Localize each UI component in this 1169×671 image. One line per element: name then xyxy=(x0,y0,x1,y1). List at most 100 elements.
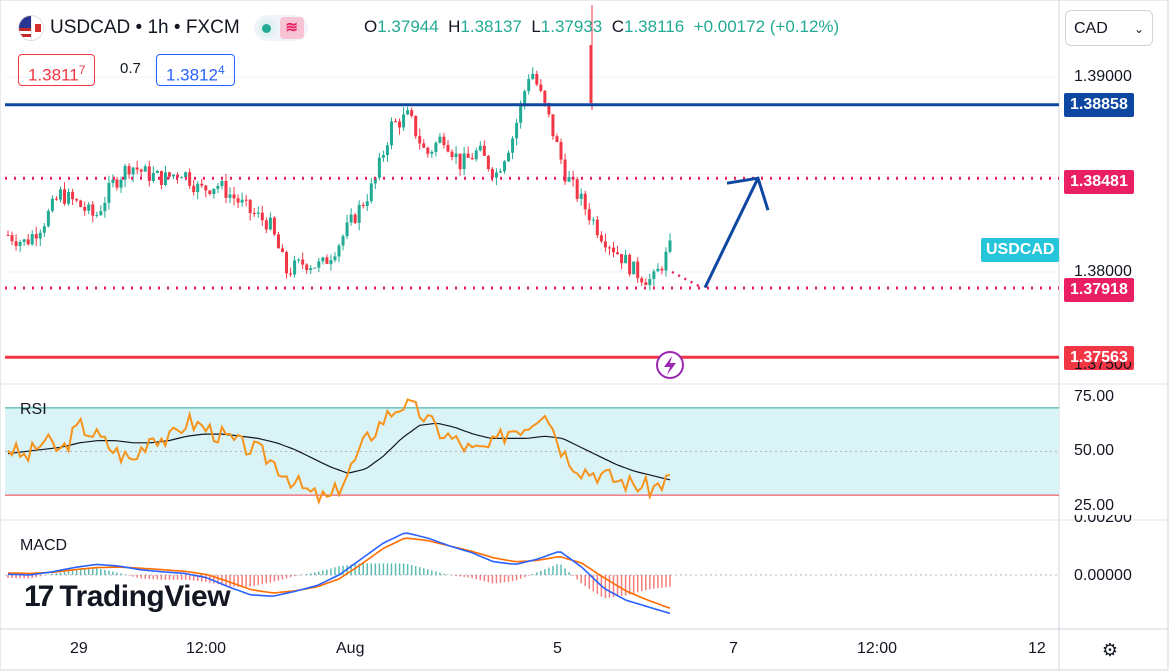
wave-indicator-icon[interactable]: ≋ xyxy=(279,17,304,39)
candle-body xyxy=(293,260,297,275)
candle-body xyxy=(264,220,268,230)
macd-pane-title: MACD xyxy=(20,537,68,554)
macd-signal-line xyxy=(7,537,671,609)
candle-body xyxy=(652,271,656,280)
close-value: 1.38116 xyxy=(623,17,685,36)
symbol-header[interactable]: USDCAD • 1h • FXCM ≋ xyxy=(18,14,308,42)
candle-body xyxy=(135,167,139,170)
candle-body xyxy=(341,236,345,246)
candle-body xyxy=(38,232,42,239)
currency-select[interactable]: CAD ⌄ xyxy=(1065,10,1153,46)
candle-body xyxy=(644,282,648,286)
price-axis-label: 1.37500 xyxy=(1074,362,1132,372)
candle-body xyxy=(543,90,547,104)
low-value: 1.37933 xyxy=(540,17,603,36)
candle-body xyxy=(188,172,192,186)
candle-body xyxy=(18,241,22,246)
candle-body xyxy=(442,136,446,145)
status-pill[interactable]: ≋ xyxy=(253,15,308,41)
candle-body xyxy=(535,73,539,85)
candle-body xyxy=(71,191,75,200)
candle-body xyxy=(414,115,418,137)
candle-body xyxy=(14,241,18,246)
candle-body xyxy=(418,136,422,144)
candle-body xyxy=(256,212,260,214)
candle-body xyxy=(305,264,309,271)
candle-body xyxy=(389,121,393,146)
candle-body xyxy=(180,177,184,179)
candle-body xyxy=(511,138,515,153)
candle-body xyxy=(595,219,599,236)
close-label: C xyxy=(611,17,624,36)
settings-gear-icon[interactable]: ⚙ xyxy=(1101,640,1119,660)
rsi-pane-title: RSI xyxy=(20,401,47,418)
buy-price: 1.3812 xyxy=(166,65,218,85)
tradingview-logo[interactable]: 17 TradingView xyxy=(24,580,231,614)
price-tag-resistance: 1.38858 xyxy=(1064,93,1134,117)
candle-body xyxy=(636,261,640,279)
candle-body xyxy=(268,217,272,230)
candle-body xyxy=(216,185,220,189)
candle-body xyxy=(668,240,672,252)
symbol-name[interactable]: USDCAD xyxy=(50,17,131,38)
candle-body xyxy=(22,239,26,242)
candle-body xyxy=(208,190,212,194)
candle-body xyxy=(248,199,252,214)
candle-body xyxy=(228,194,232,198)
change-value: +0.00172 (+0.12%) xyxy=(693,17,840,36)
candle-body xyxy=(111,179,115,183)
candle-body xyxy=(6,234,10,236)
projection-dotted-line xyxy=(671,270,703,289)
candle-body xyxy=(503,161,506,172)
candle-body xyxy=(26,239,30,245)
candle-body xyxy=(648,279,652,286)
candle-body xyxy=(385,145,389,156)
candle-body xyxy=(640,278,644,283)
candle-body xyxy=(587,209,591,221)
sell-button[interactable]: 1.38117 xyxy=(18,54,96,86)
candle-body xyxy=(611,247,615,253)
candle-body-spike xyxy=(589,45,593,103)
macd-line xyxy=(7,532,671,615)
buy-button[interactable]: 1.38124 xyxy=(156,54,235,86)
time-axis-label: 7 xyxy=(729,640,738,657)
chevron-down-icon: ⌄ xyxy=(1133,22,1144,36)
candle-body xyxy=(127,166,131,175)
header-separator: • xyxy=(135,17,143,38)
candle-body xyxy=(42,226,46,233)
candle-body xyxy=(458,153,462,170)
high-value: 1.38137 xyxy=(460,17,522,36)
candle-body xyxy=(224,180,228,198)
candle-body xyxy=(58,189,62,200)
candle-body xyxy=(280,248,284,253)
candle-body xyxy=(398,121,402,128)
candle-body xyxy=(91,204,95,216)
candle-body xyxy=(337,245,341,257)
candle-body xyxy=(192,185,196,193)
candle-body xyxy=(470,157,474,160)
market-open-dot-icon xyxy=(257,19,276,37)
candle-body xyxy=(87,204,91,211)
candle-body xyxy=(381,155,385,158)
candle-body xyxy=(83,206,87,211)
sell-price-pip: 7 xyxy=(78,63,86,77)
candle-body xyxy=(394,121,398,123)
currency-select-value: CAD xyxy=(1074,20,1108,37)
candle-body xyxy=(301,259,305,265)
time-axis-label: 5 xyxy=(553,640,562,657)
candle-body xyxy=(616,252,620,255)
interval-label[interactable]: 1h xyxy=(147,17,169,38)
candle-body xyxy=(155,170,159,174)
candle-body xyxy=(285,252,289,274)
candle-body xyxy=(220,180,224,186)
candle-body xyxy=(184,172,188,178)
candle-body xyxy=(50,198,54,211)
candle-body xyxy=(450,151,454,157)
candle-body xyxy=(555,136,559,143)
candle-body xyxy=(34,234,38,239)
candle-body xyxy=(624,254,628,264)
candle-body xyxy=(490,168,494,178)
candle-body xyxy=(474,150,478,160)
candle-body xyxy=(115,179,119,188)
